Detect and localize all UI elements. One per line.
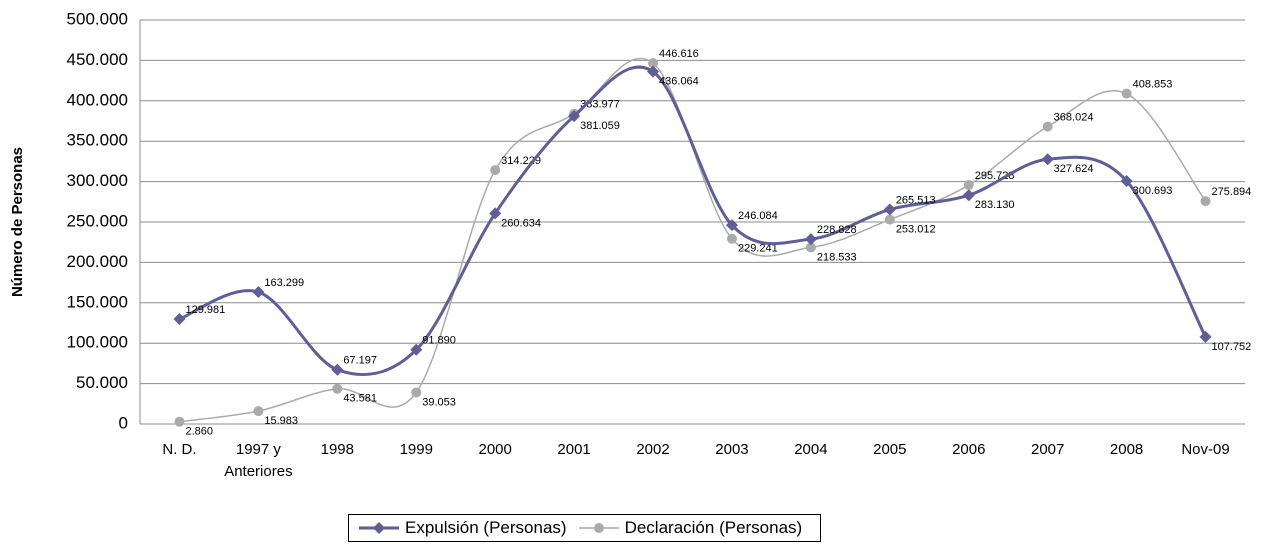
legend-label: Declaración (Personas)	[624, 518, 803, 537]
data-point	[410, 343, 423, 356]
x-tick-label: 1999	[399, 441, 433, 458]
data-label: 368.024	[1054, 112, 1094, 124]
x-tick-label: 2004	[794, 441, 828, 458]
data-point	[253, 406, 264, 417]
data-point	[1041, 153, 1054, 166]
x-tick-label: 2000	[478, 441, 512, 458]
data-point	[173, 312, 186, 325]
data-label: 129.981	[185, 304, 225, 316]
data-point	[726, 233, 737, 244]
legend-label: Expulsión (Personas)	[405, 518, 567, 537]
plot: Número de Personas 0 50.000 100.000 150.000…	[9, 9, 1252, 438]
y-tick-label: 150.000	[67, 292, 128, 311]
data-label: 246.084	[738, 210, 778, 222]
data-point	[174, 416, 185, 427]
legend-item: Expulsión (Personas)	[357, 518, 567, 538]
y-tick-label: 500.000	[67, 9, 128, 28]
data-label: 2.860	[185, 426, 213, 438]
data-point	[332, 383, 343, 394]
legend-marker	[373, 522, 385, 534]
data-label: 253.012	[896, 223, 936, 235]
data-point	[804, 233, 817, 246]
data-label: 446.616	[659, 48, 699, 60]
y-tick-label: 200.000	[67, 252, 128, 271]
x-tick-label: 1998	[320, 441, 354, 458]
data-point	[963, 180, 974, 191]
data-label: 91.890	[422, 335, 456, 347]
x-tick-label: 2003	[715, 441, 749, 458]
data-point	[883, 203, 896, 216]
y-tick-label: 300.000	[67, 171, 128, 190]
data-point	[331, 363, 344, 376]
data-point	[489, 207, 502, 220]
data-point	[962, 189, 975, 202]
data-label: 229.241	[738, 243, 778, 255]
series-line	[179, 57, 1207, 423]
data-point	[648, 58, 659, 69]
y-tick-label: 400.000	[67, 90, 128, 109]
data-point	[1042, 121, 1053, 132]
data-label: 408.853	[1133, 79, 1173, 91]
x-tick-label: 2001	[557, 441, 591, 458]
x-tick-label: 2007	[1030, 441, 1065, 458]
y-tick-label: 350.000	[67, 131, 128, 150]
x-tick-label: 2008	[1109, 441, 1144, 458]
data-point	[1200, 196, 1211, 207]
data-label: 381.059	[580, 120, 620, 132]
x-tick-label: 2006	[952, 441, 986, 458]
y-tick-label: 100.000	[67, 333, 128, 352]
data-point	[647, 65, 660, 78]
data-label: 43.581	[343, 393, 377, 405]
y-tick-label: 250.000	[67, 211, 128, 230]
data-label: 39.053	[422, 396, 456, 408]
y-tick-label: 450.000	[67, 50, 128, 69]
data-label: 67.197	[343, 355, 377, 367]
data-point	[1120, 175, 1133, 188]
legend-swatch	[578, 523, 619, 533]
x-tick-label: 1997 y Anteriores	[224, 441, 293, 480]
series-line	[178, 65, 1207, 377]
legend-swatch	[359, 522, 399, 534]
data-point	[725, 219, 738, 232]
data-label: 265.513	[896, 194, 936, 206]
x-tick-label: Nov-09	[1181, 441, 1230, 458]
data-point	[490, 165, 501, 176]
data-point	[252, 286, 265, 299]
x-tick-label: 2002	[636, 441, 670, 458]
data-point	[411, 387, 422, 398]
x-tick-label: N. D.	[162, 441, 197, 458]
y-tick-label: 50.000	[76, 373, 128, 392]
data-point	[884, 214, 895, 225]
data-point	[568, 110, 581, 123]
legend-marker	[593, 523, 604, 533]
data-label: 300.693	[1133, 185, 1173, 197]
data-label: 218.533	[817, 251, 857, 263]
data-label: 228.828	[817, 224, 857, 236]
data-label: 295.728	[975, 170, 1015, 182]
data-label: 436.064	[659, 76, 699, 88]
data-label: 15.983	[264, 415, 298, 427]
legend-item: Declaración (Personas)	[577, 518, 803, 538]
data-point	[1121, 88, 1132, 99]
data-point	[805, 242, 816, 253]
data-label: 163.299	[264, 277, 304, 289]
data-label: 260.634	[501, 217, 541, 229]
y-axis-title: Número de Personas	[9, 147, 26, 297]
data-point	[1199, 330, 1212, 343]
legend: Expulsión (Personas) Declaración (Persona…	[348, 514, 822, 542]
x-tick-label: 2005	[873, 441, 907, 458]
y-tick-label: 0	[119, 413, 128, 432]
data-label: 327.624	[1054, 163, 1094, 175]
data-label: 107.752	[1212, 341, 1252, 353]
data-label: 275.894	[1212, 186, 1252, 198]
data-label: 283.130	[975, 199, 1015, 211]
